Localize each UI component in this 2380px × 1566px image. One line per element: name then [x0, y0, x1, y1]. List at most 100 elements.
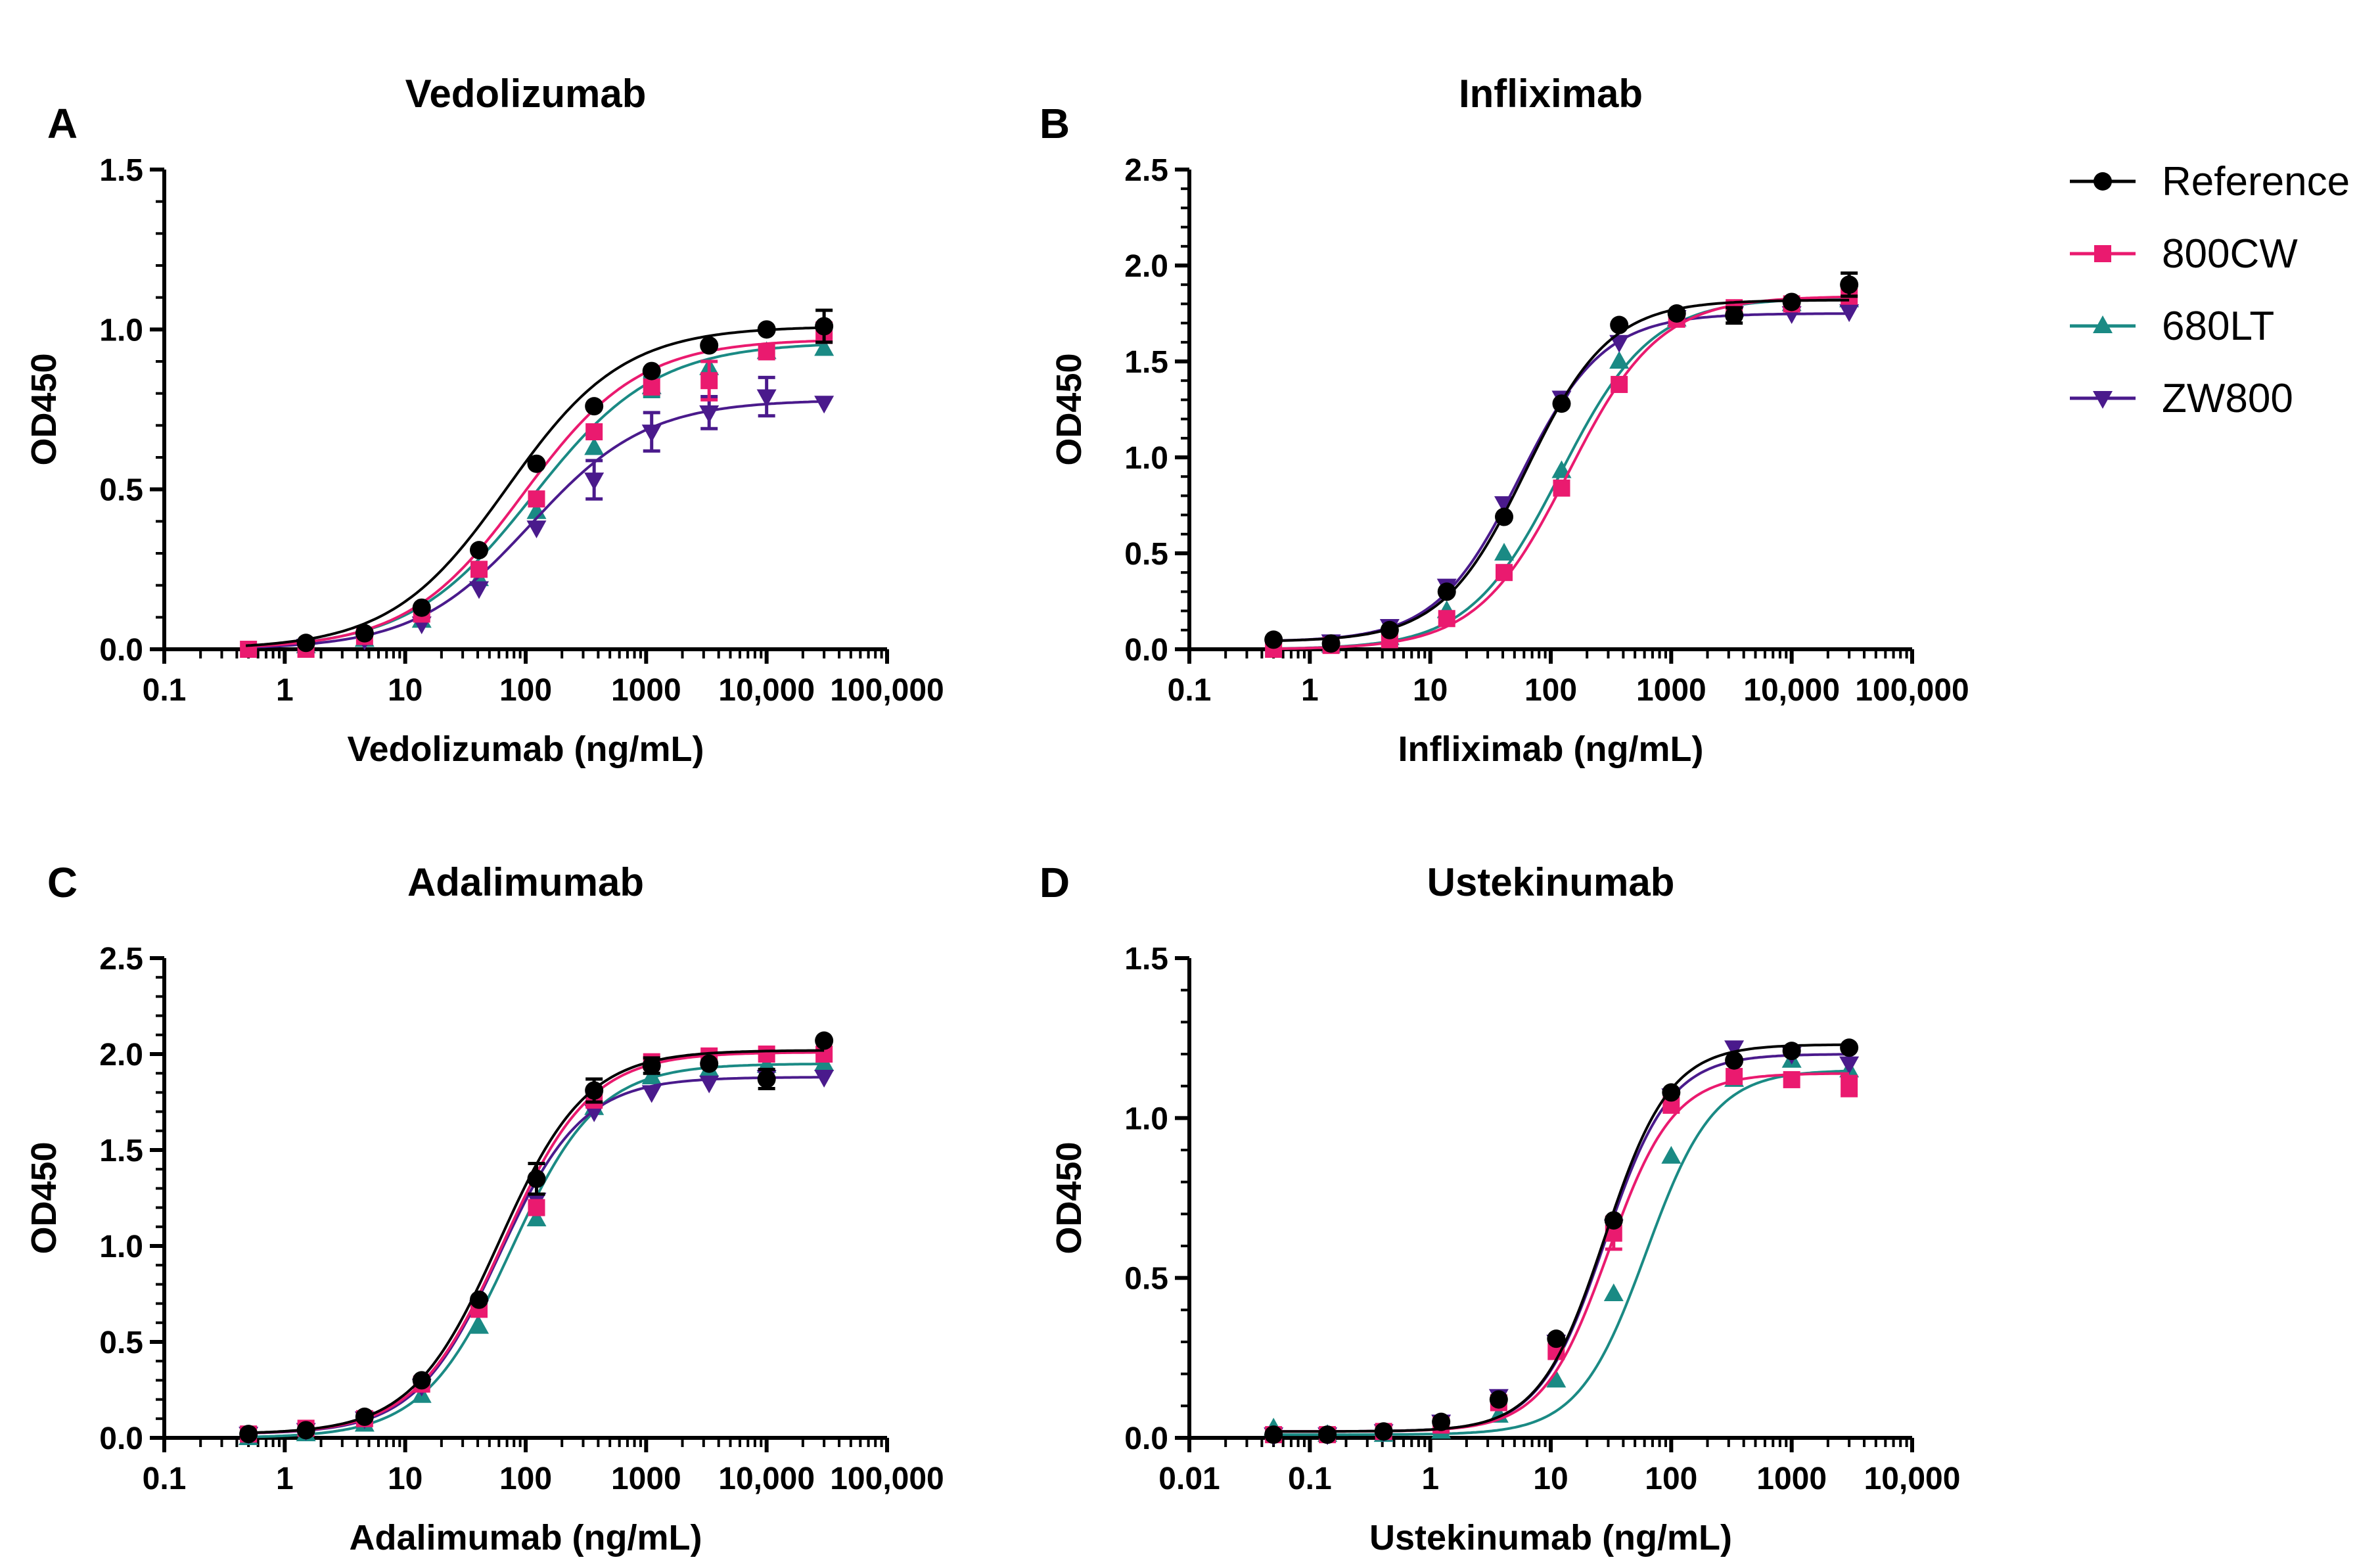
data-point-Reference — [470, 541, 489, 560]
data-point-Reference — [527, 1169, 546, 1188]
x-tick-label: 1 — [1301, 673, 1319, 708]
y-tick-label: 0.5 — [99, 1325, 143, 1360]
data-point-800CW — [585, 423, 603, 441]
data-point-800CW — [700, 372, 718, 390]
x-tick-label: 10 — [388, 1462, 423, 1496]
data-point-680LT — [469, 1316, 490, 1334]
data-point-ZW800 — [641, 425, 662, 443]
data-point-800CW — [528, 1199, 545, 1216]
series-Reference — [239, 1031, 834, 1444]
x-tick-label: 1 — [1421, 1462, 1439, 1496]
x-tick-label: 10,000 — [1743, 673, 1840, 708]
data-point-800CW — [1841, 1077, 1858, 1095]
y-tick-label: 1.0 — [1124, 441, 1168, 476]
data-point-ZW800 — [814, 1070, 835, 1088]
fit-curve-ZW800 — [1271, 1053, 1850, 1433]
data-point-Reference — [1840, 1038, 1859, 1057]
x-tick-label: 0.1 — [143, 1462, 187, 1496]
x-tick-label: 10 — [1533, 1462, 1568, 1496]
data-point-Reference — [1782, 1042, 1801, 1061]
x-tick-label: 10 — [1413, 673, 1448, 708]
data-point-Reference — [815, 317, 834, 336]
data-point-680LT — [1661, 1145, 1682, 1164]
data-point-Reference — [1725, 306, 1744, 325]
y-tick-label: 0.0 — [1124, 1421, 1168, 1456]
data-point-ZW800 — [1839, 304, 1860, 323]
data-point-Reference — [1437, 582, 1456, 601]
legend-label: Reference — [2162, 159, 2350, 204]
series-Reference — [1264, 271, 1859, 653]
data-point-680LT — [1551, 460, 1572, 478]
data-point-Reference — [1321, 634, 1340, 653]
data-point-ZW800 — [1609, 334, 1630, 353]
chart-title: Vedolizumab — [405, 72, 647, 116]
x-tick-label: 100 — [1524, 673, 1577, 708]
data-point-Reference — [1547, 1329, 1566, 1348]
data-point-Reference — [642, 1056, 661, 1075]
series-680LT — [1271, 289, 1860, 653]
data-point-800CW — [643, 378, 660, 396]
x-tick-label: 1000 — [611, 1462, 681, 1496]
data-point-Reference — [1782, 292, 1801, 311]
data-point-680LT — [526, 1209, 547, 1227]
data-point-Reference — [1552, 394, 1571, 413]
data-point-Reference — [1264, 1425, 1283, 1444]
data-point-Reference — [1840, 275, 1859, 294]
data-point-680LT — [1609, 351, 1630, 369]
series-Reference — [245, 308, 834, 653]
x-tick-label: 1 — [276, 673, 294, 708]
y-tick-label: 1.5 — [1124, 942, 1168, 977]
y-axis-label: OD450 — [1049, 353, 1089, 465]
data-point-Reference — [296, 633, 315, 653]
data-point-680LT — [641, 1067, 662, 1085]
y-tick-label: 0.0 — [1124, 633, 1168, 668]
chart-title: Infliximab — [1459, 72, 1643, 116]
x-tick-label: 0.1 — [143, 673, 187, 708]
legend: Reference 800CW 680LT ZW800 — [2070, 159, 2350, 421]
data-point-ZW800 — [699, 1075, 720, 1094]
fit-curve-680LT — [1271, 1069, 1850, 1437]
y-tick-label: 2.5 — [1124, 153, 1168, 188]
x-tick-label: 100,000 — [830, 673, 944, 708]
fit-curve-680LT — [246, 1063, 825, 1439]
y-tick-label: 2.5 — [99, 942, 143, 977]
data-point-680LT — [584, 437, 605, 455]
data-point-Reference — [642, 361, 661, 380]
data-point-800CW — [758, 343, 775, 361]
data-point-Reference — [1667, 304, 1686, 323]
y-tick-label: 1.5 — [99, 153, 143, 188]
data-point-800CW — [1496, 564, 1513, 582]
data-point-Reference — [296, 1421, 315, 1440]
data-point-Reference — [412, 1371, 431, 1390]
data-point-Reference — [1318, 1425, 1337, 1444]
data-point-ZW800 — [584, 472, 605, 491]
data-point-Reference — [1432, 1412, 1451, 1431]
data-point-680LT — [814, 338, 835, 356]
data-point-Reference — [1662, 1083, 1681, 1102]
data-point-Reference — [470, 1290, 489, 1309]
data-point-800CW — [240, 641, 258, 658]
data-point-Reference — [815, 1031, 834, 1050]
series-800CW — [240, 321, 833, 658]
x-axis-label: Vedolizumab (ng/mL) — [347, 729, 704, 769]
chart-panel-b: B Infliximab 0.0 0.5 1.0 1.5 2.0 2.5 0.1 1 10 100 10… — [1040, 72, 1969, 769]
x-axis-label: Infliximab (ng/mL) — [1398, 729, 1704, 769]
panel-letter: A — [47, 100, 78, 147]
data-point-800CW — [1553, 479, 1570, 497]
data-point-Reference — [1264, 630, 1283, 649]
y-axis-label: OD450 — [24, 353, 64, 465]
x-tick-label: 0.01 — [1158, 1462, 1220, 1496]
data-point-Reference — [239, 1425, 258, 1444]
data-point-Reference — [585, 1081, 604, 1100]
panel-letter: B — [1040, 100, 1070, 147]
chart-panel-d: D Ustekinumab 0.0 0.5 1.0 1.5 0.01 0.1 1 10 100 100… — [1040, 859, 1961, 1557]
data-point-legend-800CW — [2094, 245, 2111, 262]
series-680LT — [1264, 1049, 1860, 1442]
data-point-Reference — [355, 1407, 374, 1426]
y-tick-label: 1.0 — [1124, 1101, 1168, 1136]
data-point-680LT — [1603, 1283, 1624, 1301]
legend-label: 680LT — [2162, 304, 2274, 349]
data-point-legend-ZW800 — [2093, 391, 2113, 409]
y-tick-label: 0.0 — [99, 633, 143, 668]
data-point-800CW — [758, 1046, 775, 1063]
